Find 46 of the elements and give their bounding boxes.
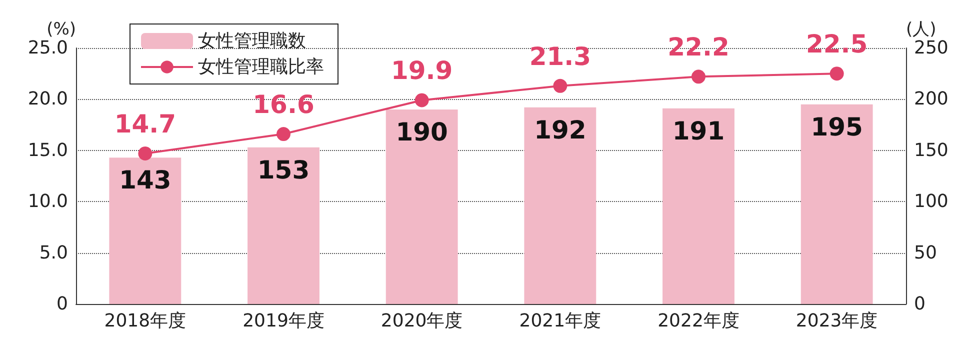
data-label: 16.6: [252, 90, 314, 120]
bar: [386, 109, 458, 304]
bar: [662, 108, 734, 304]
bar: [248, 147, 320, 304]
point: [414, 93, 429, 108]
legend-label: 女性管理職比率: [198, 56, 324, 78]
x-tick-label: 2023年度: [796, 310, 878, 332]
bar: [109, 158, 182, 304]
data-label: 191: [672, 116, 725, 146]
x-tick-label: 2018年度: [104, 310, 186, 332]
y-tick-label: 0: [56, 294, 68, 314]
data-label: 143: [119, 166, 172, 195]
x-tick-label: 2020年度: [380, 310, 463, 332]
point: [276, 127, 290, 142]
data-label: 22.2: [668, 32, 730, 62]
data-label: 153: [257, 155, 310, 184]
x-tick-label: 2019年度: [242, 310, 324, 332]
data-label: 22.5: [806, 30, 868, 59]
data-label: 190: [396, 117, 448, 146]
x-tick-label: 2021年度: [519, 310, 602, 332]
bar: [800, 104, 873, 304]
y-axis-title: (%): [46, 20, 76, 40]
y2-tick-label: 150: [914, 140, 948, 161]
data-label: 14.7: [114, 109, 176, 138]
legend-label: 女性管理職数: [198, 30, 306, 52]
y2-axis-title: (人): [906, 20, 936, 40]
data-label: 21.3: [529, 42, 592, 71]
bar: [524, 107, 596, 304]
y2-tick-label: 100: [914, 191, 948, 212]
y2-tick-label: 250: [914, 38, 948, 58]
x-tick-label: 2022年度: [658, 310, 740, 332]
data-label: 19.9: [390, 56, 453, 86]
data-label: 195: [810, 112, 863, 142]
y-tick-label: 20.0: [28, 88, 68, 110]
point: [553, 78, 568, 93]
y2-tick-label: 200: [914, 88, 948, 110]
y-tick-label: 10.0: [28, 191, 68, 212]
point: [692, 70, 706, 84]
point: [138, 146, 152, 160]
y2-tick-label: 0: [914, 294, 926, 314]
data-label: 192: [534, 115, 586, 144]
y-tick-label: 15.0: [28, 140, 68, 161]
y-tick-label: 25.0: [28, 38, 68, 58]
y-tick-label: 5.0: [39, 242, 68, 264]
point: [830, 66, 844, 81]
y2-tick-label: 50: [914, 242, 937, 264]
